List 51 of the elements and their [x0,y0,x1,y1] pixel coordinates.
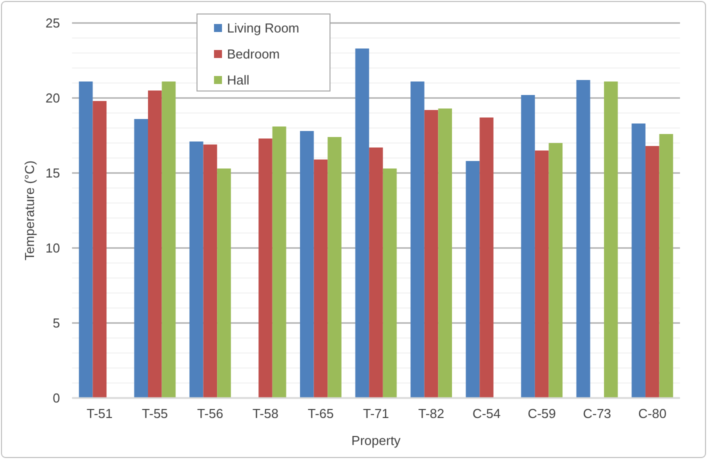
bar [355,48,370,398]
bar [328,137,342,398]
legend-label: Hall [227,72,250,88]
x-tick-label: T-82 [418,406,444,421]
x-tick-label: T-58 [252,406,278,421]
bar [203,144,218,398]
x-axis-title: Property [351,433,402,448]
y-tick-label: 0 [52,390,60,406]
bar [148,90,162,398]
bar [92,101,107,398]
bar [369,148,383,398]
bar [480,118,494,398]
bar [217,168,231,398]
x-tick-label: T-56 [197,406,224,421]
bar [576,80,590,398]
bar [410,82,424,398]
x-tick-label: C-73 [582,406,612,421]
bar [466,161,480,398]
x-tick-label: T-55 [142,406,168,421]
y-tick-label: 15 [46,166,60,181]
bar [382,168,397,398]
bar [78,82,93,398]
bar [534,150,549,398]
x-tick-label: T-51 [86,406,113,421]
legend-label: Bedroom [227,46,280,62]
bar [272,126,286,398]
bar [134,119,148,398]
bar [424,110,438,398]
bar [521,95,535,398]
x-tick-label: T-71 [362,406,390,421]
bar [258,138,272,398]
y-tick-label: 25 [46,16,60,31]
bar [314,160,328,398]
bar [659,134,674,398]
bar [632,124,646,398]
y-tick-label: 10 [46,240,60,256]
legend-label: Living Room [227,20,300,36]
x-tick-label: C-54 [472,406,501,421]
y-tick-label: 20 [46,90,60,106]
x-tick-label: T-65 [308,406,334,421]
bar [548,143,563,398]
bar [162,82,176,398]
y-tick-label: 5 [52,316,60,331]
bar [438,108,452,398]
bar [189,142,204,398]
x-tick-label: C-80 [638,406,666,421]
y-axis-title: Temperature (°C) [22,160,37,260]
bar [300,131,314,398]
bar [604,82,618,398]
x-tick-label: C-59 [528,406,556,421]
bar [645,146,660,398]
